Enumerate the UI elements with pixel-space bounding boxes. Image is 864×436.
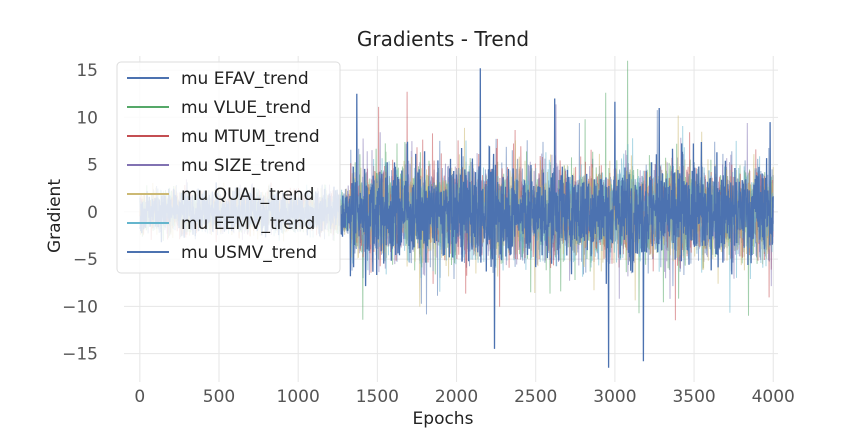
axis-ticks: 0 500 1000 1500 2000 2500 3000 3500 4000 −15 −10 −5… (62, 61, 795, 407)
x-tick-label: 500 (203, 387, 235, 407)
x-tick-label: 1500 (356, 387, 399, 407)
y-tick-label: −15 (62, 345, 98, 365)
y-tick-label: −10 (62, 297, 98, 317)
x-tick-label: 2000 (435, 387, 478, 407)
legend-label: mu EEMV_trend (181, 214, 315, 234)
x-tick-label: 4000 (752, 387, 795, 407)
x-tick-label: 1000 (277, 387, 320, 407)
y-tick-label: −5 (73, 250, 98, 270)
x-tick-label: 3500 (672, 387, 715, 407)
chart-title: Gradients - Trend (357, 27, 529, 51)
y-tick-label: 0 (87, 203, 98, 223)
legend-box (116, 61, 341, 274)
legend-label: mu MTUM_trend (181, 127, 320, 147)
x-tick-label: 2500 (514, 387, 557, 407)
y-tick-label: 15 (76, 61, 98, 81)
legend-label: mu EFAV_trend (181, 69, 309, 89)
y-tick-label: 5 (87, 156, 98, 176)
legend-label: mu VLUE_trend (181, 98, 311, 118)
x-tick-label: 3000 (593, 387, 636, 407)
y-tick-label: 10 (76, 108, 98, 128)
y-axis-title: Gradient (45, 179, 65, 253)
legend-label: mu USMV_trend (181, 243, 317, 263)
legend-label: mu QUAL_trend (181, 185, 314, 205)
x-tick-label: 0 (134, 387, 145, 407)
legend-label: mu SIZE_trend (181, 156, 306, 176)
x-axis-title: Epochs (413, 409, 474, 429)
